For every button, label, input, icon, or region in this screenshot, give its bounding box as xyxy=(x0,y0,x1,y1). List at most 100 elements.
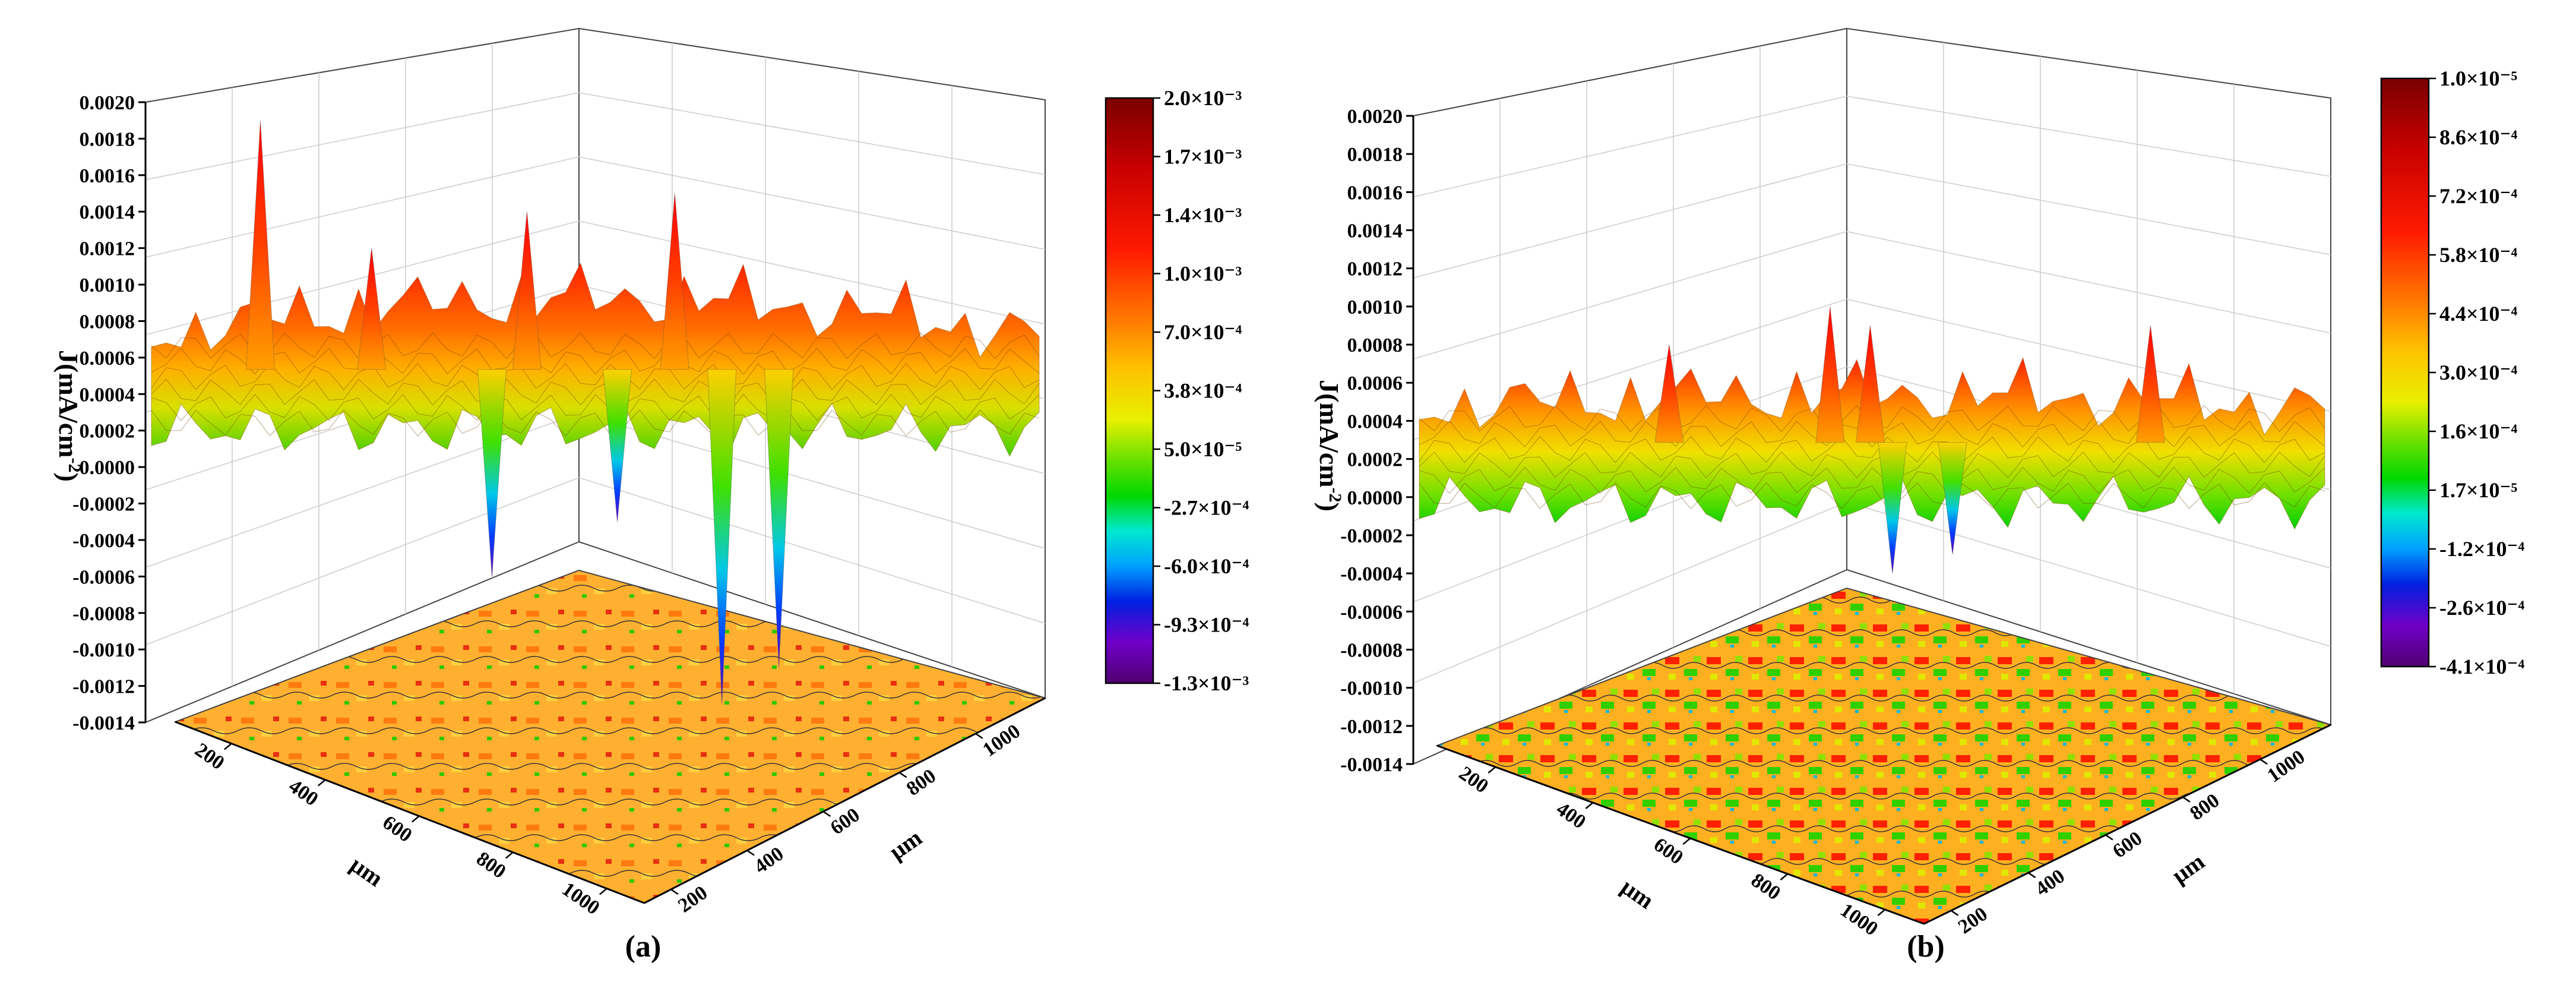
z-tick-label: -0.0002 xyxy=(1340,525,1403,547)
x-tick xyxy=(1780,873,1789,880)
colorbar-tick-label: 1.4×10⁻³ xyxy=(1164,203,1242,227)
z-tick-label: -0.0006 xyxy=(1340,601,1403,623)
y-axis-label: μm xyxy=(884,824,927,865)
z-tick-label: 0.0014 xyxy=(80,201,135,223)
z-tick-label: -0.0012 xyxy=(1340,716,1403,738)
x-tick-label: 400 xyxy=(284,775,322,811)
z-tick-label: -0.0010 xyxy=(1340,678,1403,700)
z-tick-label: -0.0006 xyxy=(72,566,135,588)
y-tick xyxy=(2105,834,2113,841)
x-axis-label: μm xyxy=(346,851,388,892)
x-axis xyxy=(175,721,645,904)
x-tick xyxy=(223,743,232,750)
surface-trough xyxy=(707,369,737,705)
y-tick xyxy=(2182,796,2191,803)
colorbar xyxy=(2380,77,2430,668)
colorbar-tick-label: -4.1×10⁻⁴ xyxy=(2439,655,2525,678)
y-tick-label: 800 xyxy=(2186,790,2223,825)
surface-trough xyxy=(1878,441,1907,574)
z-tick-label: 0.0004 xyxy=(1347,411,1403,433)
colorbar-tick-label: 1.0×10⁻⁵ xyxy=(2439,67,2518,90)
x-tick xyxy=(1682,838,1691,845)
colorbar-tick-label: 7.0×10⁻⁴ xyxy=(1164,320,1242,344)
x-tick-label: 400 xyxy=(1552,798,1590,834)
surface-mesh-line xyxy=(1419,435,2325,463)
surface-trough xyxy=(1938,441,1967,555)
surface-mesh-line xyxy=(1419,420,2325,448)
z-tick-label: -0.0012 xyxy=(72,676,135,698)
z-tick-label: 0.0018 xyxy=(1347,144,1403,166)
surface-peak xyxy=(245,120,276,370)
wall-gridline xyxy=(1413,96,2331,198)
panel-b: 0.0020 0.0018 0.0016 0.0014 0.0012 0.0010 0.00… xyxy=(1314,27,2525,964)
x-tick-label: 200 xyxy=(191,739,228,775)
surface-peak xyxy=(512,212,542,370)
colorbar-tick-label: 3.0×10⁻⁴ xyxy=(2439,361,2518,384)
colorbar-tick-label: 1.0×10⁻³ xyxy=(1164,262,1242,286)
z-tick-label: 0.0000 xyxy=(80,457,135,479)
surface-peak xyxy=(2135,325,2166,443)
panel-label: (a) xyxy=(625,930,662,964)
y-tick-label: 200 xyxy=(1954,903,1992,939)
colorbar-tick-label: 5.8×10⁻⁴ xyxy=(2439,243,2518,267)
z-tick-label: 0.0010 xyxy=(80,274,135,296)
z-axis-label: J(mA/cm-2) xyxy=(53,350,84,482)
y-axis xyxy=(644,697,1046,904)
surface-trough xyxy=(764,369,794,668)
surface-mesh-line xyxy=(151,394,1040,421)
surface-peak xyxy=(1815,306,1845,443)
x-tick xyxy=(1488,766,1496,774)
y-tick xyxy=(975,733,983,739)
z-tick-label: -0.0010 xyxy=(72,639,135,661)
wall-gridline xyxy=(1413,231,2331,359)
y-tick xyxy=(898,772,907,778)
z-tick-label: 0.0010 xyxy=(1347,296,1403,318)
surface xyxy=(151,262,1040,457)
wall-gridline xyxy=(1413,298,2331,441)
z-tick-label: 0.0012 xyxy=(1347,258,1403,280)
z-tick-label: 0.0016 xyxy=(1347,182,1403,204)
colorbar-tick-label: -2.6×10⁻⁴ xyxy=(2439,596,2525,620)
y-tick xyxy=(746,850,755,856)
colorbar-tick-label: 5.0×10⁻⁵ xyxy=(1164,437,1242,461)
y-tick-label: 200 xyxy=(674,882,711,917)
surface-mesh-line xyxy=(151,332,1040,359)
z-tick-label: 0.0004 xyxy=(80,384,135,406)
wall-gridline xyxy=(145,92,1046,181)
z-tick-label: -0.0008 xyxy=(72,603,135,625)
wall-gridline xyxy=(145,477,1046,646)
surface-mesh-line xyxy=(1419,466,2325,494)
z-tick-label: 0.0016 xyxy=(80,165,135,187)
z-tick-label: 0.0002 xyxy=(1347,449,1403,471)
y-tick-label: 800 xyxy=(903,765,940,800)
colorbar-tick-label: 3.8×10⁻⁴ xyxy=(1164,379,1242,403)
wall-gridline xyxy=(145,220,1046,336)
z-tick-label: -0.0004 xyxy=(1340,563,1403,585)
colorbar-tick-label: -9.3×10⁻⁴ xyxy=(1164,613,1249,637)
surface-peak xyxy=(1654,344,1684,443)
y-tick xyxy=(670,889,679,895)
colorbar-tick-label: -1.3×10⁻³ xyxy=(1164,671,1249,695)
z-tick-label: 0.0002 xyxy=(80,421,135,443)
z-tick-label: -0.0002 xyxy=(72,494,135,516)
colorbar-tick-label: 1.7×10⁻³ xyxy=(1164,145,1242,169)
colorbar-tick-label: 1.7×10⁻⁵ xyxy=(2439,478,2518,502)
y-tick-label: 600 xyxy=(2109,827,2146,863)
z-tick-label: 0.0008 xyxy=(1347,334,1403,356)
surface-mesh-line xyxy=(151,378,1040,406)
x-axis xyxy=(1436,744,1925,925)
colorbar-tick-label: 7.2×10⁻⁴ xyxy=(2439,184,2518,208)
y-axis-label: μm xyxy=(2167,848,2210,889)
colorbar-tick-label: 8.6×10⁻⁴ xyxy=(2439,125,2518,149)
surface-mesh-line xyxy=(1419,482,2325,510)
y-tick xyxy=(2028,872,2036,879)
z-tick-label: 0.0014 xyxy=(1347,220,1403,242)
y-tick xyxy=(1950,910,1959,916)
x-tick xyxy=(411,815,420,823)
x-tick xyxy=(1877,909,1886,916)
z-tick-label: 0.0006 xyxy=(80,348,135,370)
wall-gridline xyxy=(145,156,1046,258)
x-tick xyxy=(599,888,607,895)
colorbar-tick-label: 4.4×10⁻⁴ xyxy=(2439,302,2518,326)
